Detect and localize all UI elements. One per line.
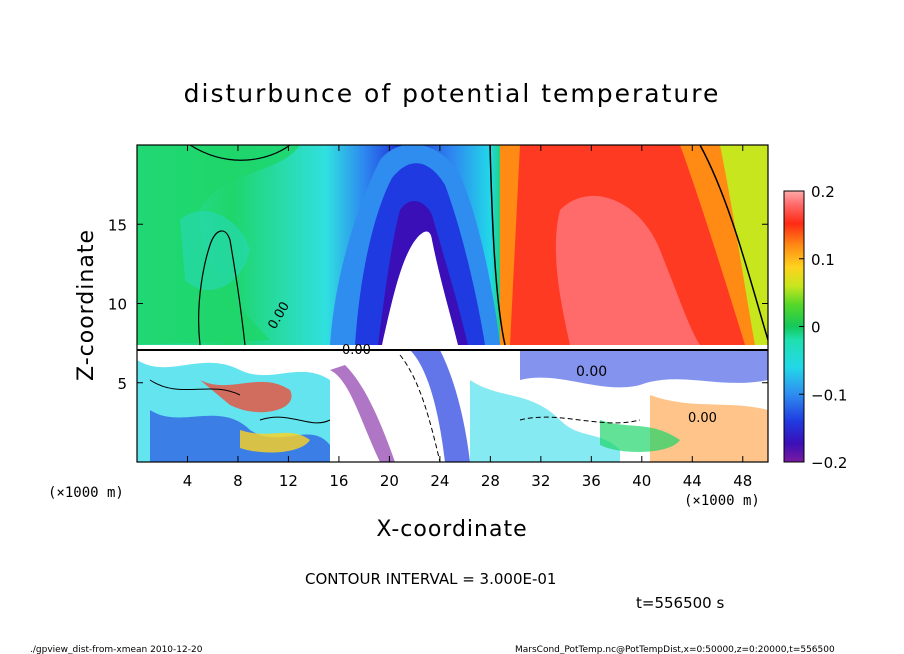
contour-label: 0.00	[576, 364, 607, 380]
x-tick-label: 28	[481, 472, 500, 490]
x-tick-label: 16	[329, 472, 348, 490]
footer-right: MarsCond_PotTemp.nc@PotTempDist,x=0:5000…	[515, 645, 835, 654]
y-axis-title: Z-coordinate	[74, 229, 99, 381]
contour-interval-text: CONTOUR INTERVAL = 3.000E-01	[305, 570, 556, 588]
footer-left: ./gpview_dist-from-xmean 2010-12-20	[30, 645, 203, 654]
x-tick-label: 36	[582, 472, 601, 490]
heatmap-field	[137, 145, 768, 462]
x-tick-label: 20	[380, 472, 399, 490]
x-tick-label: 12	[279, 472, 298, 490]
contour-label: 0.00	[342, 343, 371, 358]
colorbar-tick-label: 0.2	[811, 183, 835, 201]
x-tick-label: 4	[183, 472, 193, 490]
colorbar-ticks: 0.2 0.1 0 −0.1 −0.2	[799, 183, 847, 472]
colorbar-tick-label: 0.1	[811, 251, 835, 269]
x-tick-label: 8	[233, 472, 243, 490]
time-text: t=556500 s	[636, 594, 724, 612]
colorbar: 0.2 0.1 0 −0.1 −0.2	[783, 183, 847, 472]
colorbar-tick-label: −0.1	[811, 386, 847, 404]
colorbar-tick-label: −0.2	[811, 454, 847, 472]
colorbar-tick-label: 0	[811, 319, 821, 337]
y-tick-label: 15	[108, 216, 127, 234]
y-tick-label: 5	[117, 375, 127, 393]
y-tick-label: 10	[108, 296, 127, 314]
chart-title: disturbunce of potential temperature	[184, 79, 721, 108]
x-tick-label: 24	[430, 472, 449, 490]
y-axis: 5 10 15	[108, 216, 768, 393]
x-tick-label: 48	[733, 472, 752, 490]
x-tick-label: 40	[632, 472, 651, 490]
x-axis-title: X-coordinate	[376, 517, 527, 542]
x-unit-label-right: (×1000 m)	[684, 493, 760, 509]
x-tick-label: 44	[683, 472, 702, 490]
x-axis: 4 8 12 16 20 24 28 32 36 40 44 48	[183, 145, 752, 490]
x-unit-label-left: (×1000 m)	[48, 485, 124, 501]
contour-label: 0.00	[688, 411, 717, 426]
x-tick-label: 32	[531, 472, 550, 490]
